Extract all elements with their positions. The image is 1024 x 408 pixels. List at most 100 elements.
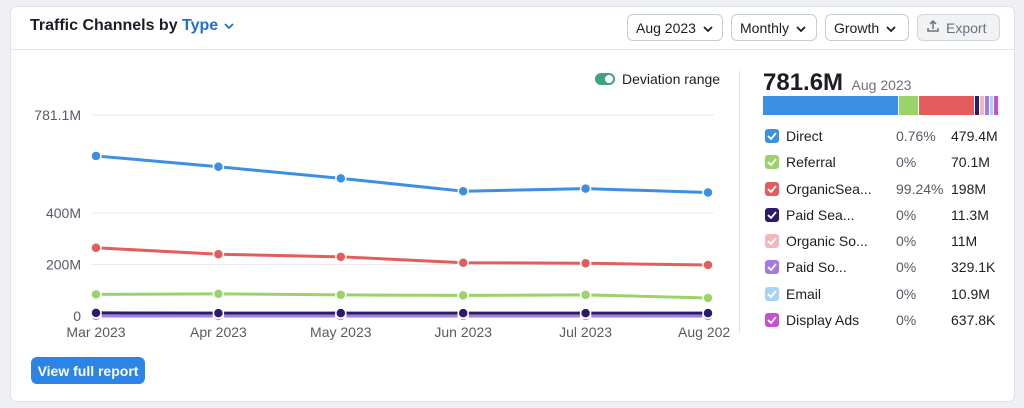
channel-name: Email	[786, 285, 822, 302]
export-button[interactable]: Export	[917, 14, 1000, 41]
data-point	[335, 307, 347, 319]
series-line	[94, 292, 710, 300]
channel-value: 329.1K	[951, 259, 996, 276]
channel-row[interactable]: Paid So... 0% 329.1K	[763, 256, 1013, 282]
channel-share: 99.24%	[896, 180, 944, 197]
data-point	[335, 251, 347, 263]
period-select[interactable]: Monthly	[731, 14, 817, 41]
chevron-down-icon	[796, 20, 806, 36]
checkbox-icon[interactable]	[765, 181, 779, 196]
channel-row[interactable]: OrganicSea... 99.24% 198M	[763, 178, 1013, 204]
chevron-down-icon	[703, 20, 713, 36]
channel-share-bar	[763, 96, 999, 115]
panel-divider	[739, 71, 740, 333]
channel-share: 0%	[896, 233, 917, 250]
deviation-range-toggle[interactable]: Deviation range	[595, 71, 720, 87]
export-icon	[926, 19, 940, 36]
channel-name: Referral	[786, 154, 836, 171]
data-point	[457, 307, 469, 319]
x-tick-label: Apr 2023	[190, 324, 247, 340]
y-tick-label: 781.1M	[34, 107, 81, 123]
data-point	[457, 289, 469, 302]
x-tick-label: May 2023	[310, 324, 372, 340]
channel-name: OrganicSea...	[786, 180, 872, 197]
period-select-label: Monthly	[740, 19, 790, 36]
channel-row[interactable]: Display Ads 0% 637.8K	[763, 309, 1013, 335]
channel-value: 11M	[951, 233, 978, 250]
share-bar-segment	[763, 96, 900, 115]
data-point	[90, 307, 102, 319]
checkbox-icon[interactable]	[765, 155, 779, 170]
channel-value: 637.8K	[951, 312, 996, 329]
title-prefix: Traffic Channels by	[30, 17, 178, 35]
channel-row[interactable]: Paid Sea... 0% 11.3M	[763, 204, 1013, 230]
data-point	[702, 186, 714, 199]
type-dropdown[interactable]: Type	[182, 17, 219, 35]
channel-share: 0%	[896, 154, 917, 171]
export-label: Export	[946, 19, 987, 36]
checkbox-icon[interactable]	[765, 129, 779, 143]
channel-name: Direct	[786, 128, 823, 144]
data-point	[457, 256, 469, 269]
channel-value: 11.3M	[951, 206, 989, 223]
data-point	[579, 289, 592, 301]
channel-row[interactable]: Direct 0.76% 479.4M	[763, 125, 1013, 151]
checkbox-icon[interactable]	[765, 234, 779, 249]
checkbox-icon[interactable]	[765, 207, 779, 222]
data-point	[457, 185, 469, 197]
data-point	[579, 307, 592, 319]
channel-row[interactable]: Email 0% 10.9M	[763, 283, 1013, 309]
y-tick-label: 0	[73, 308, 81, 324]
channel-value: 10.9M	[951, 285, 990, 302]
x-tick-label: Jun 2023	[434, 324, 492, 340]
card-title: Traffic Channels by Type	[30, 17, 234, 35]
metric-select[interactable]: Growth	[825, 14, 909, 41]
data-point	[702, 307, 714, 319]
data-point	[702, 292, 714, 304]
channel-share: 0%	[896, 206, 917, 223]
share-bar-segment	[980, 96, 985, 115]
data-point	[90, 288, 102, 301]
channel-name: Display Ads	[786, 312, 860, 329]
toggle-switch-icon[interactable]	[595, 73, 615, 85]
checkbox-icon[interactable]	[765, 286, 779, 301]
share-bar-segment	[919, 96, 976, 115]
series-line	[94, 154, 710, 194]
channel-row[interactable]: Organic So... 0% 11M	[763, 230, 1013, 256]
x-tick-label: Aug 2023	[678, 324, 731, 340]
data-point	[90, 242, 102, 254]
metric-select-label: Growth	[834, 19, 880, 36]
data-point	[212, 248, 225, 260]
checkbox-icon[interactable]	[765, 313, 779, 328]
data-point	[90, 150, 102, 162]
channel-share: 0%	[896, 259, 917, 276]
channel-list: Direct 0.76% 479.4M Referral 0% 70.1M OrganicS…	[763, 125, 1013, 335]
share-bar-segment	[975, 96, 981, 115]
channel-share: 0%	[896, 285, 917, 302]
x-tick-label: Mar 2023	[66, 324, 125, 340]
date-select[interactable]: Aug 2023	[627, 14, 723, 41]
data-point	[579, 182, 592, 195]
data-point	[702, 259, 714, 271]
total-summary: 781.6M Aug 2023	[763, 69, 911, 97]
channel-name: Paid So...	[786, 259, 847, 276]
channel-share: 0%	[896, 312, 917, 329]
channel-row[interactable]: Referral 0% 70.1M	[763, 151, 1013, 177]
checkbox-icon[interactable]	[765, 260, 779, 275]
view-full-report-button[interactable]: View full report	[31, 357, 145, 384]
share-bar-segment	[899, 96, 920, 115]
y-tick-label: 200M	[46, 257, 81, 273]
data-point	[335, 289, 347, 301]
data-point	[212, 288, 225, 300]
data-point	[335, 172, 347, 185]
data-point	[212, 160, 225, 173]
chevron-down-icon[interactable]	[224, 17, 234, 35]
share-bar-segment	[994, 96, 999, 115]
channel-value: 70.1M	[951, 154, 990, 171]
chevron-down-icon	[886, 20, 896, 36]
traffic-channels-card: Traffic Channels by Type Aug 2023 Monthl…	[10, 6, 1015, 402]
x-tick-label: Jul 2023	[559, 324, 612, 340]
channel-name: Paid Sea...	[786, 206, 855, 223]
channel-value: 198M	[951, 180, 987, 197]
